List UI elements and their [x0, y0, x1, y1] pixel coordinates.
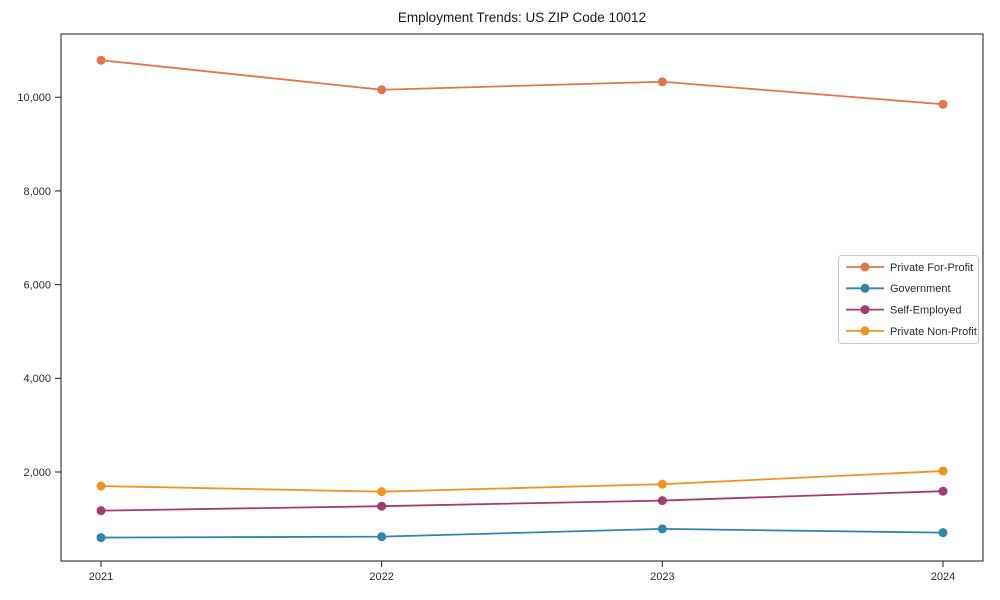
- data-point: [377, 532, 387, 542]
- y-axis-tick-label: 10,000: [17, 92, 51, 104]
- data-point: [657, 77, 667, 87]
- legend-label: Private Non-Profit: [890, 326, 977, 338]
- legend-entry: Government: [846, 283, 951, 295]
- data-point: [938, 528, 948, 538]
- y-axis-tick-label: 6,000: [23, 279, 51, 291]
- legend-label: Government: [890, 283, 951, 295]
- legend-label: Self-Employed: [890, 304, 962, 316]
- y-axis-tick-label: 2,000: [23, 467, 51, 479]
- legend-entry: Private For-Profit: [846, 262, 973, 274]
- series-line-self-employed: [100, 490, 944, 512]
- legend-label: Private For-Profit: [890, 262, 973, 274]
- x-axis-tick-label: 2023: [650, 571, 674, 583]
- data-point: [377, 85, 387, 95]
- data-point: [657, 479, 667, 489]
- legend-entry: Private Non-Profit: [846, 326, 977, 338]
- legend-marker-dot: [860, 326, 870, 336]
- data-point: [938, 486, 948, 496]
- legend-box: [838, 255, 979, 344]
- data-point: [96, 506, 106, 516]
- x-axis-tick-label: 2024: [931, 571, 955, 583]
- x-axis-tick-label: 2022: [369, 571, 393, 583]
- legend-marker-dot: [860, 305, 870, 315]
- data-point: [96, 55, 106, 65]
- x-axis-tick-label: 2021: [89, 571, 113, 583]
- data-point: [377, 487, 387, 497]
- legend-entry: Self-Employed: [846, 304, 962, 316]
- legend-marker-dot: [860, 262, 870, 272]
- data-point: [938, 99, 948, 109]
- data-point: [657, 496, 667, 506]
- legend: Private For-Profit Government Self-Employe…: [838, 255, 979, 344]
- y-axis-tick-label: 4,000: [23, 373, 51, 385]
- series-line-private-for-profit: [100, 59, 944, 106]
- series-line-government: [100, 528, 944, 539]
- y-axis-tick-label: 8,000: [23, 186, 51, 198]
- data-point: [657, 524, 667, 534]
- data-point: [938, 466, 948, 476]
- series-line-private-non-profit: [100, 470, 944, 493]
- data-point: [96, 481, 106, 491]
- legend-marker-dot: [860, 283, 870, 293]
- plot-area: [60, 33, 984, 562]
- data-point: [96, 533, 106, 543]
- data-point: [377, 501, 387, 511]
- chart-title: Employment Trends: US ZIP Code 10012: [397, 10, 647, 25]
